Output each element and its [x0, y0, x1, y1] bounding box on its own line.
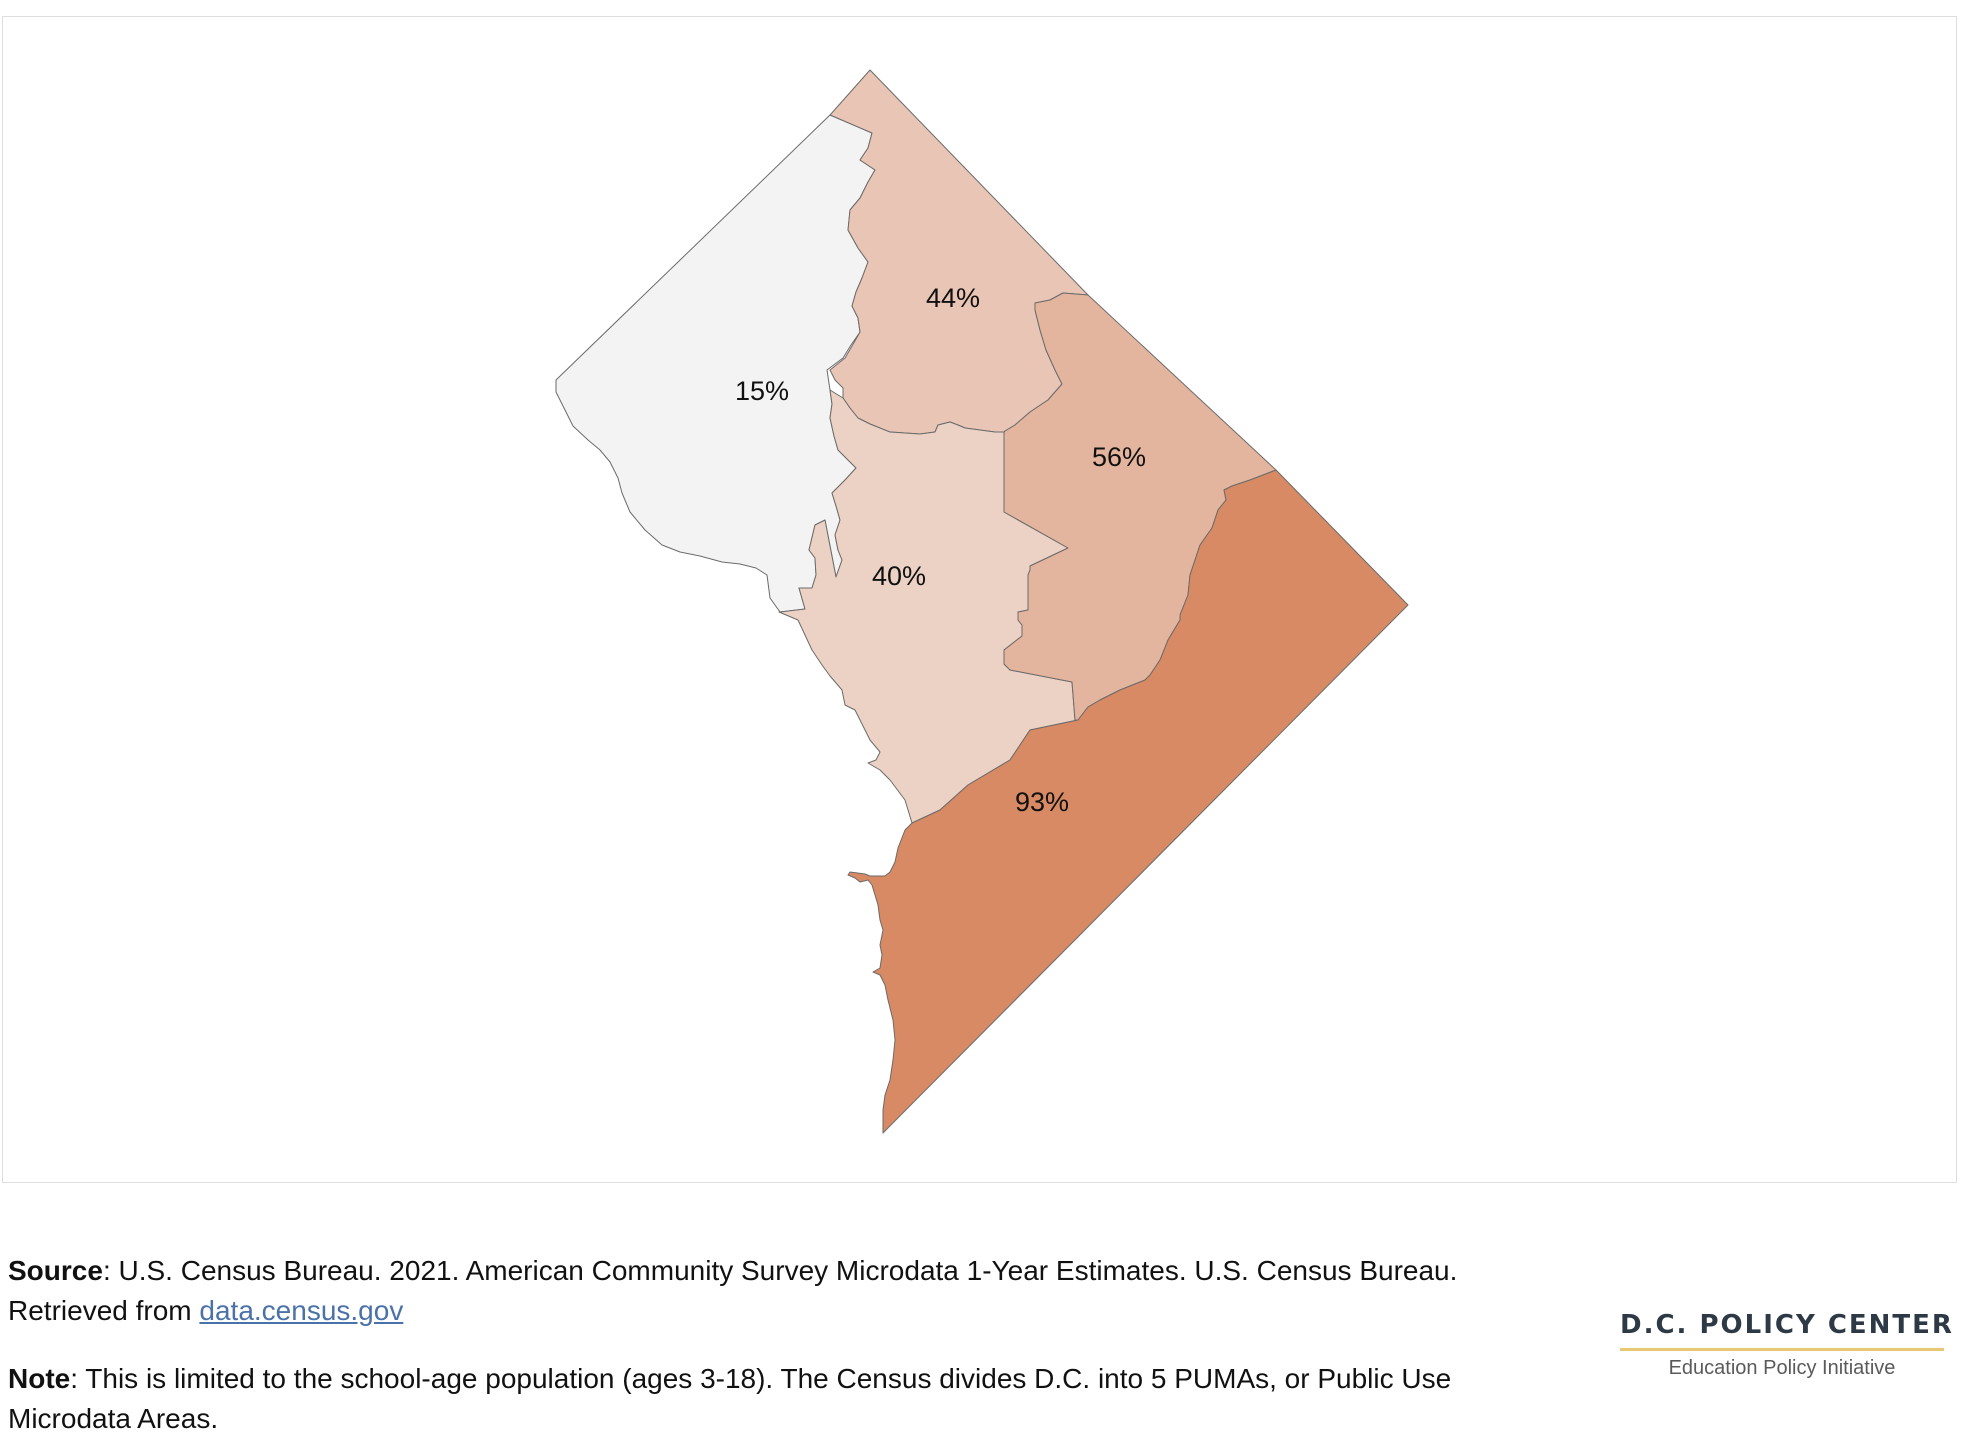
region-label-east-of-river: 93% [1015, 787, 1069, 817]
source-key: Source [8, 1255, 103, 1286]
dc-puma-map: 15% 44% 40% 56% 93% [555, 69, 1409, 1134]
logo-subtitle: Education Policy Initiative [1668, 1357, 1896, 1379]
source-note: Source: U.S. Census Bureau. 2021. Americ… [8, 1251, 1528, 1331]
region-east-of-river[interactable] [847, 469, 1409, 1134]
census-data-link[interactable]: data.census.gov [199, 1295, 404, 1326]
region-label-northwest: 15% [735, 376, 789, 406]
logo-title: D.C. POLICY CENTER [1620, 1310, 1954, 1340]
note-text: : This is limited to the school-age popu… [8, 1363, 1452, 1434]
note-key: Note [8, 1363, 71, 1394]
region-north-central[interactable] [829, 69, 1089, 435]
source-text: : U.S. Census Bureau. 2021. American Com… [8, 1255, 1458, 1326]
region-central[interactable] [778, 389, 1079, 824]
dc-policy-center-logo: D.C. POLICY CENTER Education Policy Init… [1620, 1310, 1954, 1380]
region-label-north-central: 44% [926, 283, 980, 313]
region-label-central: 40% [872, 561, 926, 591]
methodology-note: Note: This is limited to the school-age … [8, 1359, 1568, 1439]
logo-divider [1620, 1348, 1944, 1351]
region-label-northeast: 56% [1092, 442, 1146, 472]
